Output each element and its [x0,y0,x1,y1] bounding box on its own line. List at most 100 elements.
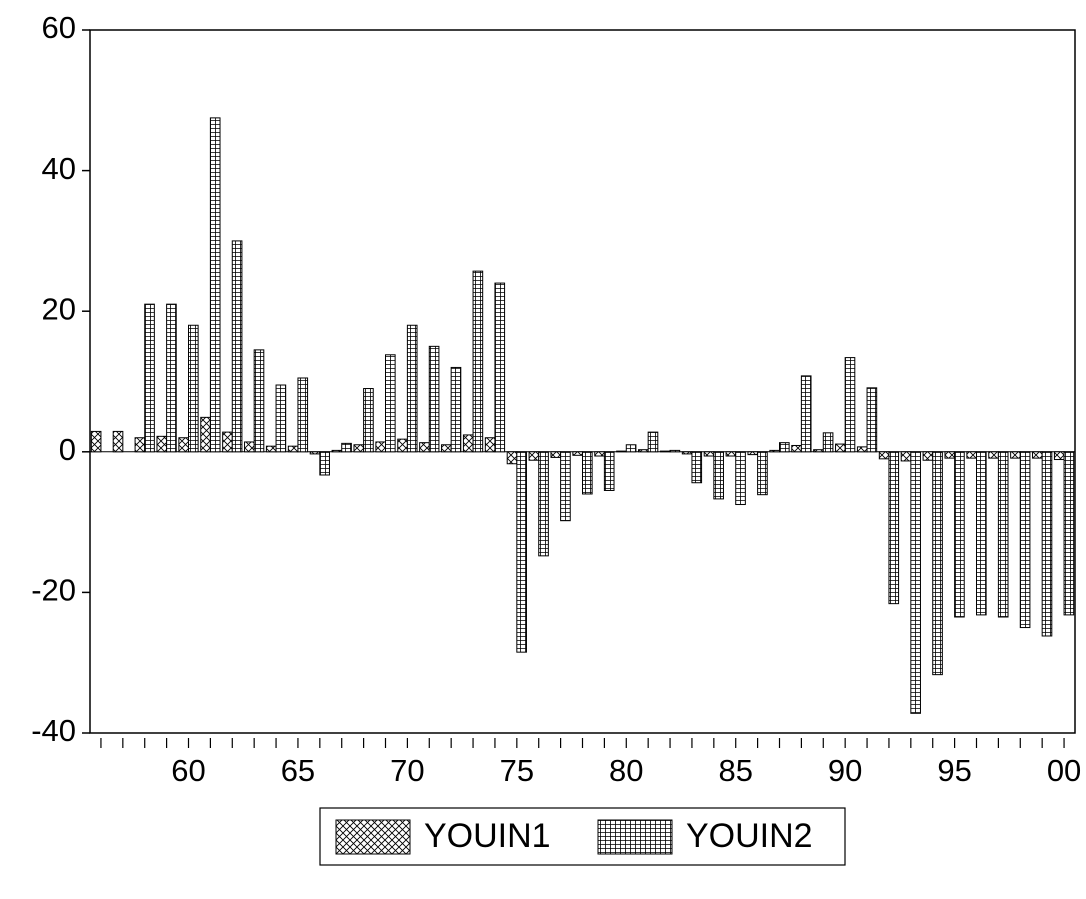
bar [166,303,177,453]
bar [594,451,605,457]
bar [419,442,430,453]
x-tick-label: 90 [828,753,862,788]
bar [397,438,408,453]
bar [385,354,396,453]
x-tick-label: 85 [718,753,752,788]
bar [209,117,221,453]
bar [888,451,900,605]
x-tick-label: 65 [281,753,315,788]
x-tick-label: 80 [609,753,643,788]
bar [582,451,593,495]
bar [450,366,462,453]
bar [922,451,934,461]
bar [988,451,999,459]
bar [506,451,518,465]
bar [976,451,987,616]
bar [703,451,715,457]
x-tick-label: 00 [1047,753,1081,788]
bar [144,303,155,453]
bar [625,444,637,453]
bar [835,443,846,453]
bar [90,430,102,453]
bar [331,449,343,453]
bar [638,449,649,453]
x-tick-label: 60 [171,753,205,788]
bar [375,441,387,453]
bar [484,437,496,453]
bar [866,387,878,453]
bar [791,444,802,453]
legend-label: YOUIN1 [424,817,551,855]
bar [188,324,199,453]
bar [878,451,890,460]
bar [1019,451,1031,629]
bar [363,388,374,453]
bar [669,449,681,453]
bar [319,451,330,476]
bar [691,451,703,484]
bar [472,270,484,453]
bar [253,349,265,453]
bar [528,451,540,461]
bar [747,451,759,456]
x-tick-label: 70 [390,753,424,788]
bar [616,450,627,453]
x-tick-label: 95 [937,753,971,788]
bar [910,451,921,714]
bar [112,430,124,453]
bar [441,444,452,453]
bar [900,451,912,462]
bar [822,432,834,453]
bar [406,324,418,453]
bar [725,451,737,457]
bar [178,437,189,453]
bar [779,442,790,453]
bar [353,444,365,453]
legend-swatch [335,819,411,855]
y-tick-label: 40 [42,151,76,186]
bar [1053,451,1065,461]
bar [966,451,978,459]
y-tick-label: 0 [59,432,76,467]
bar [944,451,956,459]
bar [681,451,693,455]
bar [287,445,299,453]
bar [134,437,146,453]
x-tick-label: 75 [500,753,534,788]
bar [244,441,255,453]
legend-swatch [597,819,673,855]
bar [659,450,671,453]
y-tick-label: 60 [42,10,76,45]
bar [231,240,243,453]
bar [516,451,527,653]
bar [538,451,549,557]
bar [932,451,943,676]
bar [560,451,571,522]
bar [856,446,868,453]
bar [275,384,287,453]
bar [735,451,746,506]
bar [954,451,965,618]
bar [156,435,168,453]
bar [603,451,615,491]
bar [757,451,768,496]
bar [647,431,659,453]
bar [462,434,474,453]
bar [550,451,562,458]
bar [428,345,440,453]
bar [844,357,856,453]
bar [222,431,233,453]
y-tick-label: -20 [31,573,76,608]
bar [997,451,1009,618]
bar [309,451,321,455]
bar [713,451,724,500]
bar [297,377,309,453]
y-tick-label: 20 [42,291,76,326]
bar [200,416,211,453]
bar [341,442,352,453]
bar [1032,451,1043,459]
bar [494,282,506,453]
bar [813,449,824,453]
